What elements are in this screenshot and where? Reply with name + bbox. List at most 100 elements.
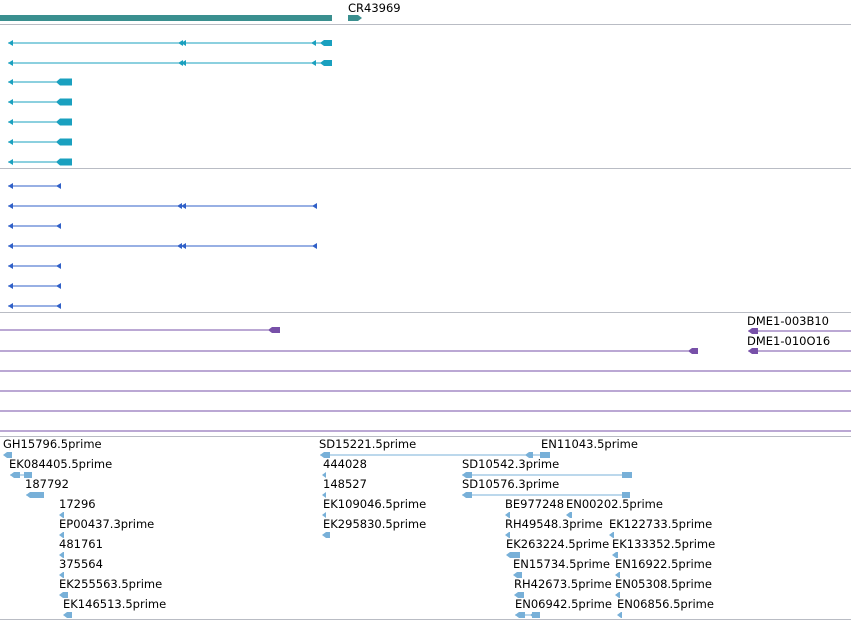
est-label[interactable]: GH15796.5prime: [3, 437, 102, 451]
est-label[interactable]: EN11043.5prime: [541, 437, 638, 451]
est-label[interactable]: RH42673.5prime: [514, 577, 612, 591]
gene-bar[interactable]: [0, 15, 332, 21]
est-feature[interactable]: [506, 552, 520, 558]
strand-arrow: [8, 40, 13, 46]
est-label[interactable]: BE977248: [505, 497, 564, 511]
transcript-exon[interactable]: [56, 78, 72, 86]
est-feature[interactable]: [59, 532, 64, 538]
gene-arrow[interactable]: [348, 15, 362, 21]
clone-track: DME1-003B10 DME1-010O16: [0, 314, 851, 432]
est-feature[interactable]: [525, 452, 533, 458]
protein-end-arrow: [312, 243, 317, 249]
est-feature[interactable]: [513, 572, 522, 578]
est-label[interactable]: EN06856.5prime: [617, 597, 714, 611]
transcript-exon[interactable]: [320, 40, 332, 46]
protein-end-arrow: [56, 303, 61, 309]
est-feature[interactable]: [617, 612, 622, 618]
strand-arrow: [181, 243, 186, 249]
est-label[interactable]: 187792: [25, 477, 69, 491]
strand-arrow: [8, 243, 13, 249]
est-label[interactable]: EK295830.5prime: [323, 517, 426, 531]
est-feature[interactable]: [322, 472, 326, 478]
clone-end[interactable]: [748, 348, 758, 354]
est-label[interactable]: EN00202.5prime: [566, 497, 663, 511]
est-label[interactable]: SD10542.3prime: [462, 457, 559, 471]
est-label[interactable]: EN16922.5prime: [615, 557, 712, 571]
est-feature[interactable]: [63, 612, 72, 618]
est-feature[interactable]: [622, 492, 630, 498]
est-feature[interactable]: [59, 592, 68, 598]
strand-arrow: [8, 119, 13, 125]
clone-end[interactable]: [268, 327, 280, 333]
est-feature[interactable]: [515, 612, 525, 618]
est-feature[interactable]: [462, 472, 472, 478]
est-label[interactable]: EN06942.5prime: [515, 597, 612, 611]
est-label[interactable]: EK263224.5prime: [506, 537, 609, 551]
est-label[interactable]: EK109046.5prime: [323, 497, 426, 511]
est-feature[interactable]: [59, 552, 64, 558]
est-feature[interactable]: [505, 532, 510, 538]
est-label[interactable]: 148527: [323, 477, 367, 491]
est-label[interactable]: EP00437.3prime: [59, 517, 154, 531]
clone-end[interactable]: [748, 328, 758, 334]
protein-end-arrow: [56, 223, 61, 229]
est-label[interactable]: 444028: [323, 457, 367, 471]
est-feature[interactable]: [615, 572, 620, 578]
est-label[interactable]: SD10576.3prime: [462, 477, 559, 491]
est-label[interactable]: SD15221.5prime: [319, 437, 416, 451]
est-feature[interactable]: [36, 492, 44, 498]
clone-label[interactable]: DME1-010O16: [747, 334, 830, 348]
est-feature[interactable]: [322, 492, 326, 498]
strand-arrow: [181, 60, 186, 66]
protein-end-arrow: [56, 283, 61, 289]
est-feature[interactable]: [609, 532, 614, 538]
transcript-exon[interactable]: [56, 98, 72, 106]
est-feature[interactable]: [505, 512, 510, 518]
est-label[interactable]: EK084405.5prime: [9, 457, 112, 471]
est-feature[interactable]: [320, 452, 330, 458]
est-feature[interactable]: [59, 512, 64, 518]
est-label[interactable]: EN15734.5prime: [513, 557, 610, 571]
strand-arrow: [8, 139, 13, 145]
est-label[interactable]: 481761: [59, 537, 103, 551]
est-label[interactable]: EK146513.5prime: [63, 597, 166, 611]
est-feature[interactable]: [26, 492, 36, 498]
est-feature[interactable]: [10, 472, 20, 478]
est-label[interactable]: 375564: [59, 557, 103, 571]
est-label[interactable]: EK255563.5prime: [59, 577, 162, 591]
est-feature[interactable]: [566, 512, 572, 518]
est-label[interactable]: RH49548.3prime: [505, 517, 603, 531]
est-label[interactable]: EN05308.5prime: [615, 577, 712, 591]
transcript-exon[interactable]: [56, 118, 72, 126]
gene-label[interactable]: CR43969: [348, 1, 401, 15]
est-feature[interactable]: [322, 512, 326, 518]
est-feature[interactable]: [612, 552, 618, 558]
strand-arrow: [8, 223, 13, 229]
est-feature[interactable]: [540, 452, 550, 458]
gene-track: CR43969: [0, 1, 401, 21]
transcript-exon[interactable]: [56, 158, 72, 166]
est-feature[interactable]: [622, 472, 632, 478]
transcript-exon[interactable]: [320, 60, 332, 66]
est-feature[interactable]: [3, 452, 12, 458]
est-feature[interactable]: [59, 572, 64, 578]
protein-end-arrow: [312, 203, 317, 209]
est-feature[interactable]: [462, 492, 472, 498]
est-feature[interactable]: [514, 592, 524, 598]
est-label[interactable]: 17296: [59, 497, 96, 511]
est-label[interactable]: EK133352.5prime: [612, 537, 715, 551]
strand-arrow: [177, 243, 182, 249]
strand-arrow: [8, 203, 13, 209]
strand-arrow: [8, 159, 13, 165]
est-feature[interactable]: [322, 532, 330, 538]
strand-arrow: [8, 60, 13, 66]
est-feature[interactable]: [530, 612, 540, 618]
est-feature[interactable]: [615, 592, 620, 598]
transcript-exon[interactable]: [56, 138, 72, 146]
strand-arrow: [311, 60, 316, 66]
est-feature[interactable]: [24, 472, 32, 478]
clone-end[interactable]: [688, 348, 698, 354]
est-label[interactable]: EK122733.5prime: [609, 517, 712, 531]
clone-label[interactable]: DME1-003B10: [747, 314, 829, 328]
